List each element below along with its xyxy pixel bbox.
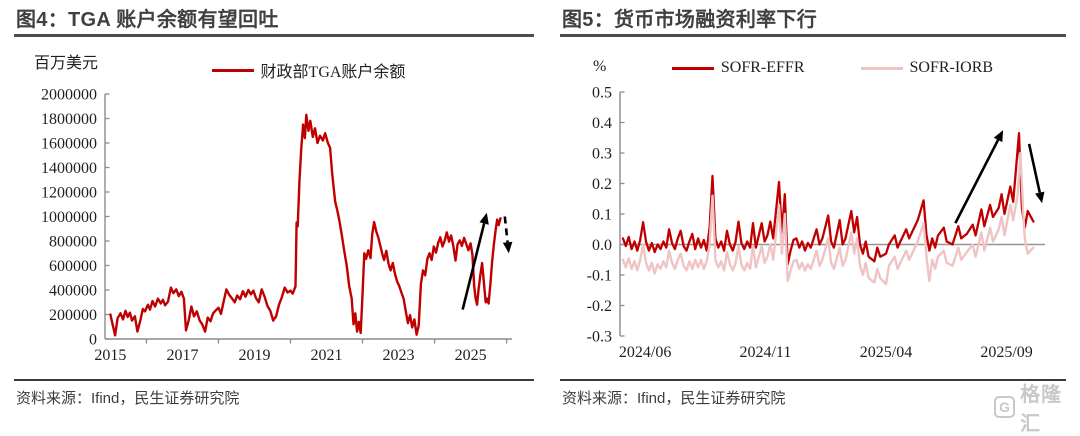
- figure-4-tga-balance: 图4：TGA 账户余额有望回吐 0 200000 400000 600000 80000…: [14, 8, 534, 408]
- figure-5-chart-area: -0.3 -0.2 -0.1 0.0 0.1 0.2 0.3 0.4 0.5 2024/06 202…: [560, 37, 1066, 367]
- legend-line-swatch: [860, 66, 903, 70]
- figure-4-chart-area: 0 200000 400000 600000 800000 1000000 1200000 1…: [14, 37, 534, 367]
- figure-4-title: 图4：TGA 账户余额有望回吐: [16, 9, 279, 31]
- figure-5-title-rule: [560, 34, 1066, 37]
- y-tick-label: 0.0: [592, 237, 612, 254]
- trend-arrow-solid: [1027, 143, 1042, 193]
- figure-5-legend: SOFR-EFFR SOFR-IORB: [620, 59, 1045, 77]
- trend-arrow-solid: [954, 139, 1000, 224]
- y-axis-unit-label: %: [593, 58, 607, 75]
- figure-4-source-rule: [14, 379, 534, 381]
- y-tick-label: -0.1: [587, 268, 612, 285]
- y-tick-label: 1600000: [41, 136, 97, 153]
- y-tick-label: 1000000: [41, 209, 97, 226]
- figure-5-title: 图5：货币市场融资利率下行: [562, 9, 818, 31]
- figure-5-source-rule: [560, 379, 1066, 381]
- legend-label: SOFR-IORB: [909, 59, 994, 76]
- y-tick-label: 0.4: [592, 115, 612, 132]
- x-tick-label: 2019: [238, 347, 270, 364]
- y-tick-label: 1200000: [41, 185, 97, 202]
- trend-arrow-head: [1035, 191, 1045, 204]
- legend-label: SOFR-EFFR: [720, 59, 805, 76]
- y-tick-label: 2000000: [41, 87, 97, 104]
- y-tick-label: 0.3: [592, 146, 612, 163]
- series-line-SOFR-IORB: [621, 151, 1035, 286]
- figure-4-title-rule: [14, 34, 534, 37]
- legend-item-SOFR-IORB: SOFR-IORB: [860, 59, 994, 77]
- y-tick-label: 0.1: [592, 207, 612, 224]
- y-axis-unit-label: 百万美元: [34, 55, 99, 72]
- x-tick-label: 2025: [455, 347, 487, 364]
- y-tick-label: 400000: [49, 283, 97, 300]
- x-tick-label: 2023: [383, 347, 415, 364]
- trend-arrow-solid: [461, 223, 486, 310]
- y-tick-label: 600000: [49, 258, 97, 275]
- page: { "figures": [ { "title": "图4：TGA 账户余额有望…: [14, 8, 1066, 435]
- gelonghui-logo-icon: G: [994, 396, 1016, 418]
- y-tick-label: 0.5: [592, 85, 612, 102]
- trend-arrow-dashed: [503, 216, 509, 243]
- legend-line-swatch: [211, 68, 254, 72]
- figure-4-source: 资料来源：Ifind，民生证券研究院: [16, 390, 240, 407]
- trend-arrow-head: [993, 130, 1004, 143]
- y-tick-label: -0.3: [587, 329, 612, 346]
- x-tick-label: 2025/04: [860, 344, 912, 361]
- y-tick-label: 0: [89, 332, 97, 349]
- series-line-SOFR-EFFR: [621, 132, 1035, 266]
- gelonghui-logo-text: 格隆汇: [1020, 384, 1063, 435]
- trend-arrow-head: [479, 212, 489, 225]
- figure-4-legend: 财政部TGA账户余额: [105, 58, 512, 82]
- legend-item-财政部TGA账户余额: 财政部TGA账户余额: [211, 58, 406, 82]
- figure-5-money-market-rates: 图5：货币市场融资利率下行 -0.3 -0.2 -0.1 0.0 0.1 0.2 0.3 0.…: [560, 8, 1066, 408]
- tga-balance-line-chart: 0 200000 400000 600000 800000 1000000 1200000 1…: [41, 87, 513, 364]
- y-tick-label: 1800000: [41, 111, 97, 128]
- y-tick-label: 0.2: [592, 176, 612, 193]
- y-tick-label: -0.2: [587, 298, 612, 315]
- gelonghui-watermark: G 格隆汇: [994, 378, 1080, 436]
- legend-label: 财政部TGA账户余额: [260, 64, 406, 81]
- x-tick-label: 2025/09: [980, 344, 1032, 361]
- figure-5-source: 资料来源：Ifind，民生证券研究院: [562, 390, 786, 407]
- x-tick-label: 2024/11: [739, 344, 791, 361]
- y-tick-label: 1400000: [41, 160, 97, 177]
- legend-item-SOFR-EFFR: SOFR-EFFR: [671, 59, 805, 77]
- y-tick-label: 800000: [49, 234, 97, 251]
- series-line-财政部TGA账户余额: [109, 113, 502, 337]
- x-tick-label: 2017: [166, 347, 198, 364]
- sofr-spread-line-chart: -0.3 -0.2 -0.1 0.0 0.1 0.2 0.3 0.4 0.5 2024/06 202…: [587, 85, 1045, 361]
- x-tick-label: 2024/06: [619, 344, 671, 361]
- trend-arrow-head: [502, 241, 513, 254]
- x-tick-label: 2021: [311, 347, 343, 364]
- y-tick-label: 200000: [49, 307, 97, 324]
- x-tick-label: 2015: [94, 347, 126, 364]
- legend-line-swatch: [671, 66, 714, 70]
